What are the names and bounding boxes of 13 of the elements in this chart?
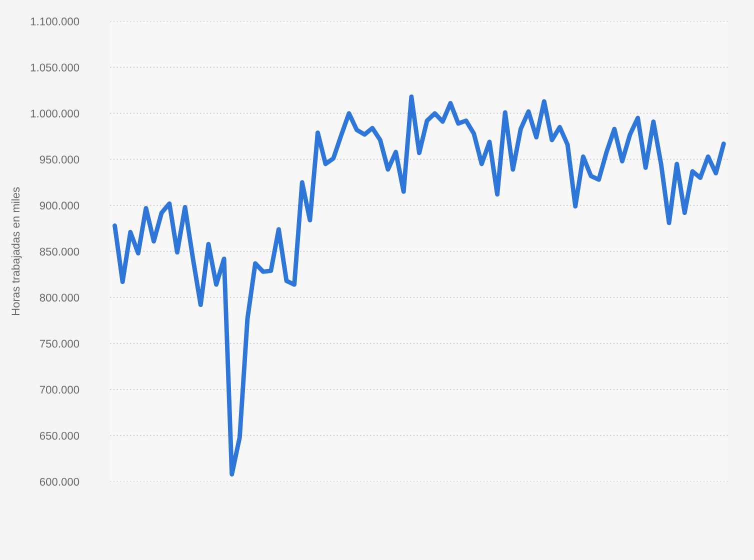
y-tick-label: 600.000 bbox=[40, 478, 80, 486]
y-tick-label: 1.050.000 bbox=[30, 64, 80, 72]
y-tick-label: 650.000 bbox=[40, 432, 80, 440]
y-tick-label: 750.000 bbox=[40, 340, 80, 348]
y-tick-label: 800.000 bbox=[40, 294, 80, 302]
y-tick-label: 1.100.000 bbox=[30, 18, 80, 26]
line-series bbox=[112, 94, 726, 476]
y-axis-title: Horas trabajadas en miles bbox=[11, 187, 22, 316]
y-tick-label: 850.000 bbox=[40, 248, 80, 256]
y-tick-label: 900.000 bbox=[40, 202, 80, 210]
y-tick-label: 950.000 bbox=[40, 156, 80, 164]
y-tick-label: 1.000.000 bbox=[30, 110, 80, 118]
y-tick-label: 700.000 bbox=[40, 386, 80, 394]
